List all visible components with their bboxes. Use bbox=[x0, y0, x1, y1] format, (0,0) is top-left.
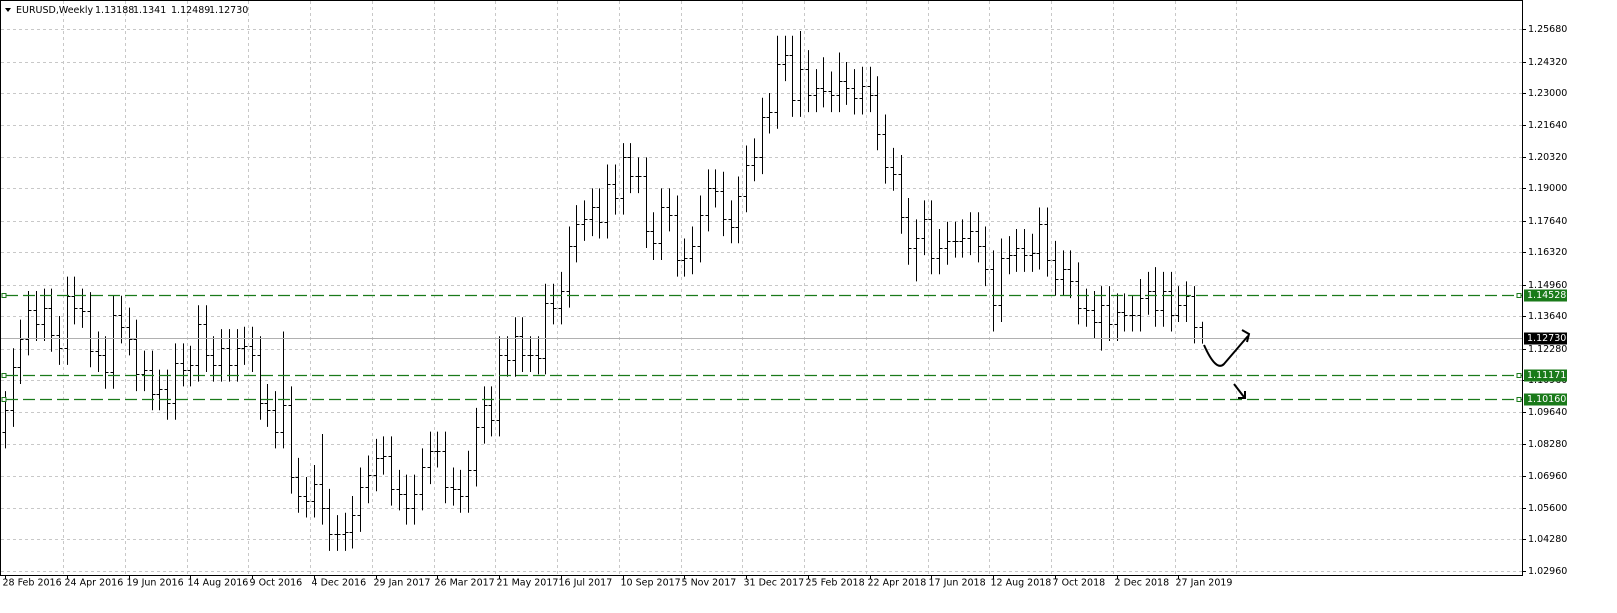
high-value: 1.1341 bbox=[133, 5, 166, 16]
level-anchor bbox=[1516, 293, 1522, 298]
x-tick-label: 17 Jun 2018 bbox=[929, 578, 986, 589]
level-anchor bbox=[1, 397, 7, 402]
y-tick-label: 1.08280 bbox=[1528, 439, 1567, 450]
x-tick-label: 7 Oct 2018 bbox=[1053, 578, 1106, 589]
y-tick-label: 1.09640 bbox=[1528, 407, 1567, 418]
header-triangle bbox=[5, 8, 11, 12]
arrow-up bbox=[1203, 335, 1249, 367]
x-tick-label: 21 May 2017 bbox=[497, 578, 559, 589]
x-tick-label: 2 Dec 2018 bbox=[1115, 578, 1170, 589]
x-tick-label: 12 Aug 2018 bbox=[991, 578, 1052, 589]
close-value: 1.12730 bbox=[209, 5, 248, 16]
level-anchor bbox=[1, 293, 7, 298]
level-label: 1.10160 bbox=[1527, 394, 1566, 405]
y-tick-label: 1.14960 bbox=[1528, 280, 1567, 291]
x-tick-label: 25 Feb 2018 bbox=[806, 578, 865, 589]
x-tick-label: 28 Feb 2016 bbox=[3, 578, 62, 589]
level-anchor bbox=[1516, 397, 1522, 402]
last-price-label: 1.12730 bbox=[1527, 333, 1566, 344]
arrow-up-head bbox=[1241, 329, 1251, 343]
x-tick-label: 14 Aug 2016 bbox=[188, 578, 249, 589]
x-tick-label: 16 Jul 2017 bbox=[559, 578, 613, 589]
y-tick-label: 1.20320 bbox=[1528, 152, 1567, 163]
level-box bbox=[1524, 393, 1567, 406]
x-tick-label: 27 Jan 2019 bbox=[1176, 578, 1233, 589]
level-label: 1.14528 bbox=[1527, 290, 1566, 301]
x-tick-label: 29 Jan 2017 bbox=[374, 578, 431, 589]
y-tick-label: 1.25680 bbox=[1528, 24, 1567, 35]
x-tick-label: 10 Sep 2017 bbox=[621, 578, 681, 589]
x-tick-label: 24 Apr 2016 bbox=[65, 578, 124, 589]
header: EURUSD,Weekly 1.13188 1.1341 1.12489 1.1… bbox=[16, 5, 248, 16]
arrow-down-head bbox=[1238, 391, 1246, 399]
open-value: 1.13188 bbox=[95, 5, 134, 16]
y-tick-label: 1.16320 bbox=[1528, 247, 1567, 258]
y-tick-label: 1.24320 bbox=[1528, 57, 1567, 68]
x-tick-label: 4 Dec 2016 bbox=[312, 578, 367, 589]
level-anchor bbox=[1516, 373, 1522, 378]
level-box bbox=[1524, 369, 1567, 382]
symbol: EURUSD,Weekly bbox=[16, 5, 94, 16]
x-tick-label: 26 Mar 2017 bbox=[435, 578, 495, 589]
x-tick-label: 9 Oct 2016 bbox=[250, 578, 303, 589]
low-value: 1.12489 bbox=[171, 5, 210, 16]
y-tick-label: 1.02960 bbox=[1528, 566, 1567, 577]
overlay: 1.12730 1.14528 1.11171 1.10160 bbox=[1, 289, 1567, 406]
arrow-down bbox=[1233, 383, 1245, 398]
y-tick-label: 1.17640 bbox=[1528, 216, 1567, 227]
x-tick-label: 5 Nov 2017 bbox=[682, 578, 737, 589]
y-tick-label: 1.05600 bbox=[1528, 503, 1567, 514]
plot-frame bbox=[0, 0, 1523, 576]
x-tick-label: 19 Jun 2016 bbox=[127, 578, 184, 589]
y-tick-label: 1.06960 bbox=[1528, 471, 1567, 482]
y-tick-label: 1.13640 bbox=[1528, 311, 1567, 322]
y-tick-label: 1.23000 bbox=[1528, 88, 1567, 99]
level-anchor bbox=[1, 373, 7, 378]
y-tick-label: 1.19000 bbox=[1528, 183, 1567, 194]
x-tick-label: 22 Apr 2018 bbox=[868, 578, 927, 589]
y-tick-label: 1.12280 bbox=[1528, 344, 1567, 355]
y-tick-label: 1.21640 bbox=[1528, 120, 1567, 131]
level-box bbox=[1524, 289, 1567, 302]
y-tick-label: 1.04280 bbox=[1528, 534, 1567, 545]
last-price-box bbox=[1524, 332, 1567, 345]
x-tick-label: 31 Dec 2017 bbox=[744, 578, 805, 589]
level-label: 1.11171 bbox=[1527, 370, 1566, 381]
